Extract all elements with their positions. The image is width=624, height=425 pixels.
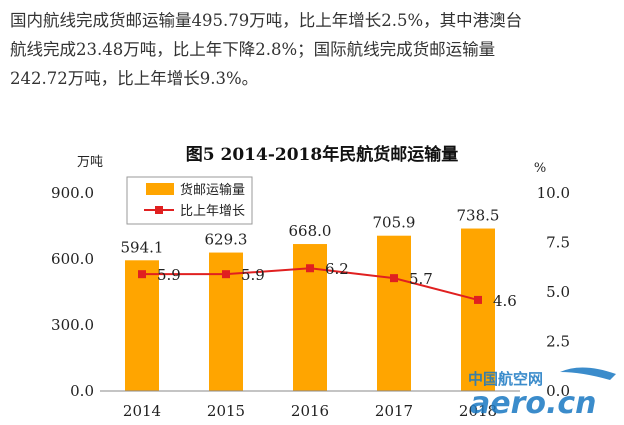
bar: [461, 228, 495, 391]
right-tick-label: 5.0: [546, 283, 570, 301]
bar-series: [125, 228, 495, 391]
right-axis-ticks: 0.0 2.5 5.0 7.5 10.0: [537, 184, 570, 400]
right-tick-label: 10.0: [537, 184, 570, 202]
growth-value-label: 5.9: [157, 266, 181, 284]
legend-line-marker: [155, 206, 163, 214]
growth-point: [390, 274, 398, 283]
right-tick-label: 7.5: [546, 234, 570, 252]
legend-bar-label: 货邮运输量: [180, 182, 245, 198]
right-tick-label: 2.5: [546, 333, 570, 351]
intro-paragraph: 国内航线完成货邮运输量495.79万吨，比上年增长2.5%，其中港澳台 航线完成…: [10, 6, 616, 93]
bar: [377, 235, 411, 391]
bar-data-labels: 594.1 629.3 668.0 705.9 738.5: [121, 207, 500, 257]
left-axis-unit: 万吨: [77, 155, 103, 170]
bar-value-label: 629.3: [205, 231, 248, 249]
growth-value-label: 5.9: [241, 266, 265, 284]
bar-value-label: 594.1: [121, 238, 164, 256]
growth-point: [306, 264, 314, 273]
growth-value-label: 6.2: [325, 260, 349, 278]
paragraph-line-1: 国内航线完成货邮运输量495.79万吨，比上年增长2.5%，其中港澳台: [10, 11, 523, 30]
right-axis-unit: %: [534, 161, 546, 176]
chart-title: 图5 2014-2018年民航货邮运输量: [186, 144, 458, 165]
bar-value-label: 738.5: [457, 207, 500, 225]
paragraph-line-2: 航线完成23.48万吨，比上年下降2.8%；国际航线完成货邮运输量: [10, 40, 496, 59]
left-axis-ticks: 0.0 300.0 600.0 900.0: [51, 184, 94, 400]
watermark-plane-icon: [560, 367, 616, 380]
legend: 货邮运输量 比上年增长: [126, 176, 253, 225]
growth-value-label: 5.7: [409, 270, 433, 288]
bar: [125, 260, 159, 391]
left-tick-label: 900.0: [51, 184, 94, 202]
watermark-cn-text: 中国航空网: [468, 370, 543, 388]
x-tick-label: 2017: [375, 402, 413, 420]
x-tick-label: 2014: [123, 402, 161, 420]
growth-point: [138, 270, 146, 279]
growth-value-label: 4.6: [493, 292, 517, 310]
growth-point: [222, 270, 230, 279]
line-series: 5.9 5.9 6.2 5.7 4.6: [138, 260, 517, 310]
growth-point: [474, 295, 482, 304]
x-tick-label: 2015: [207, 402, 245, 420]
paragraph-line-3: 242.72万吨，比上年增长9.3%。: [10, 69, 259, 88]
x-axis-labels: 2014 2015 2016 2017 2018: [123, 402, 497, 420]
bar-value-label: 705.9: [373, 214, 416, 232]
bar-value-label: 668.0: [289, 222, 332, 240]
legend-bar-swatch: [146, 183, 174, 195]
legend-line-label: 比上年增长: [180, 204, 245, 219]
left-tick-label: 600.0: [51, 250, 94, 268]
watermark-logo: 中国航空网 aero.cn: [468, 367, 616, 421]
right-tick-label: 0.0: [546, 382, 570, 400]
x-tick-label: 2018: [459, 402, 497, 420]
x-tick-label: 2016: [291, 402, 329, 420]
left-tick-label: 300.0: [51, 316, 94, 334]
watermark-en-text: aero.cn: [470, 386, 597, 421]
left-tick-label: 0.0: [70, 382, 94, 400]
